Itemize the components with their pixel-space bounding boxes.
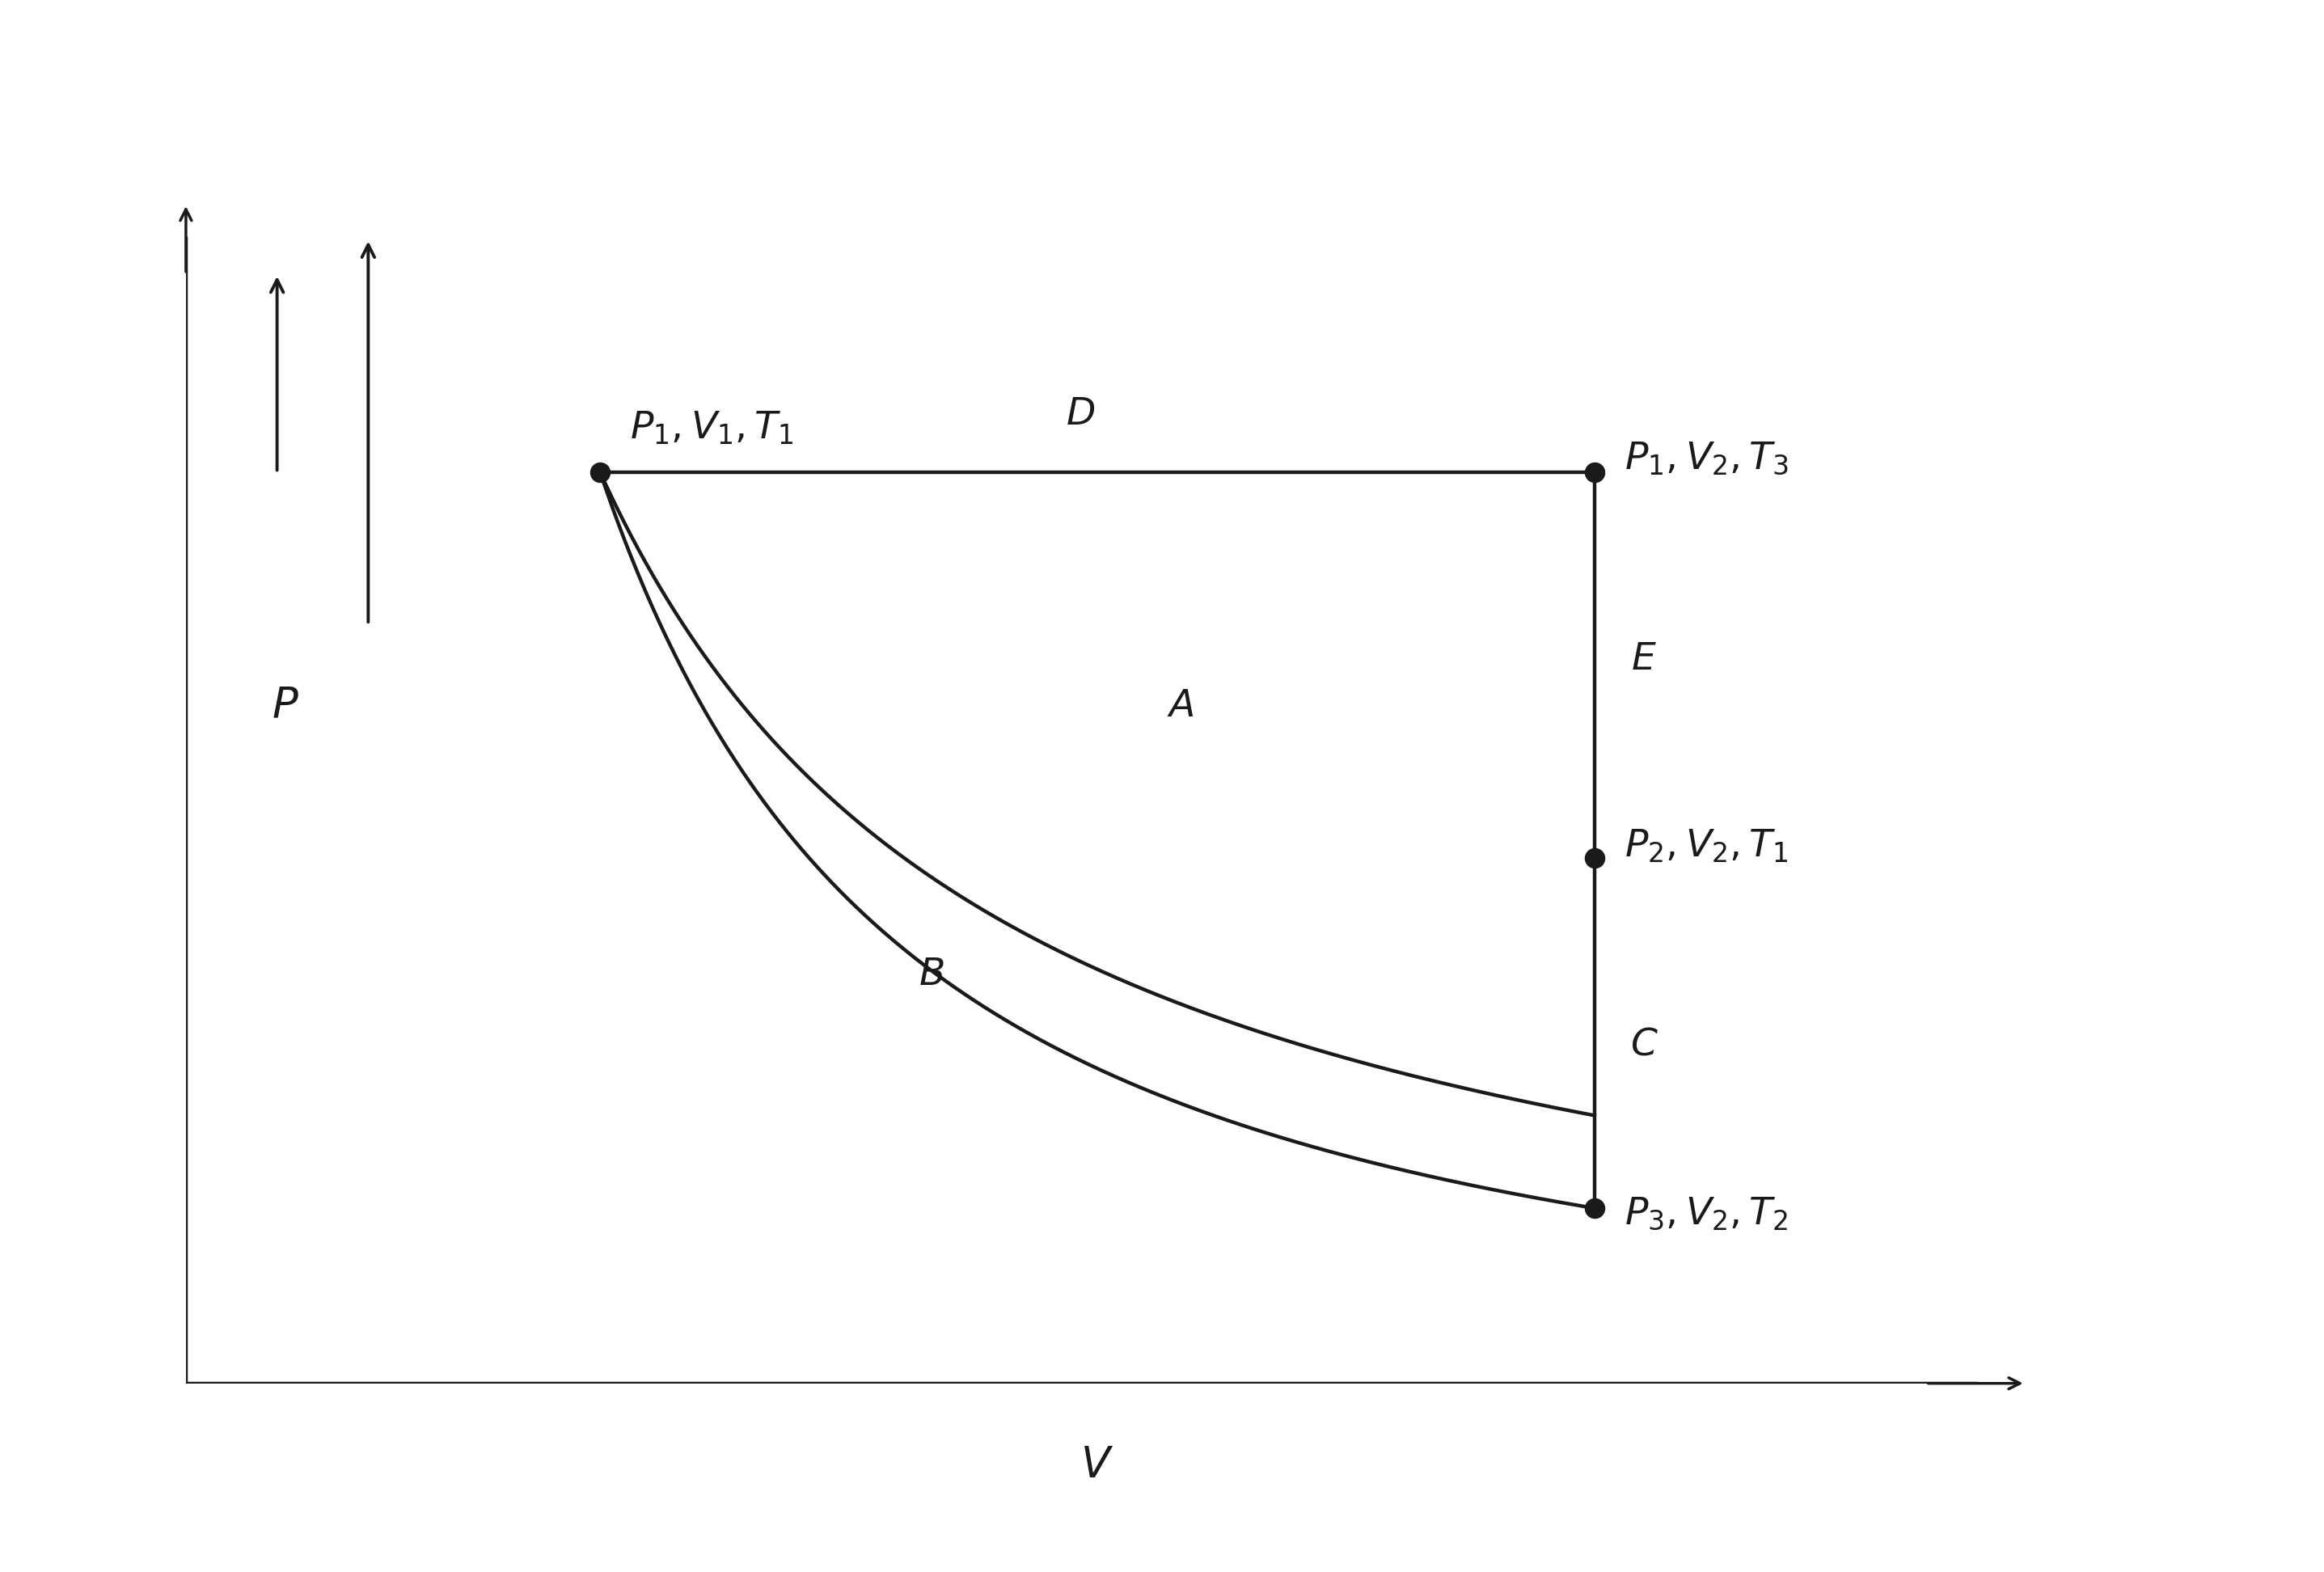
Point	[581, 461, 618, 486]
Text: $B$: $B$	[918, 956, 944, 994]
Text: $P_3, V_2, T_2$: $P_3, V_2, T_2$	[1624, 1196, 1787, 1232]
Point	[1576, 461, 1613, 486]
Point	[1576, 846, 1613, 871]
Text: $E$: $E$	[1631, 641, 1657, 678]
Point	[1576, 1196, 1613, 1221]
Text: $P$: $P$	[272, 685, 300, 728]
Text: $D$: $D$	[1067, 396, 1095, 432]
Text: $P_1, V_1, T_1$: $P_1, V_1, T_1$	[630, 410, 795, 446]
Text: $C$: $C$	[1629, 1027, 1659, 1063]
Text: $P_1, V_2, T_3$: $P_1, V_2, T_3$	[1624, 440, 1789, 476]
Text: $A$: $A$	[1167, 689, 1195, 725]
Text: $P_2, V_2, T_1$: $P_2, V_2, T_1$	[1624, 828, 1787, 865]
Text: $V$: $V$	[1081, 1445, 1113, 1486]
